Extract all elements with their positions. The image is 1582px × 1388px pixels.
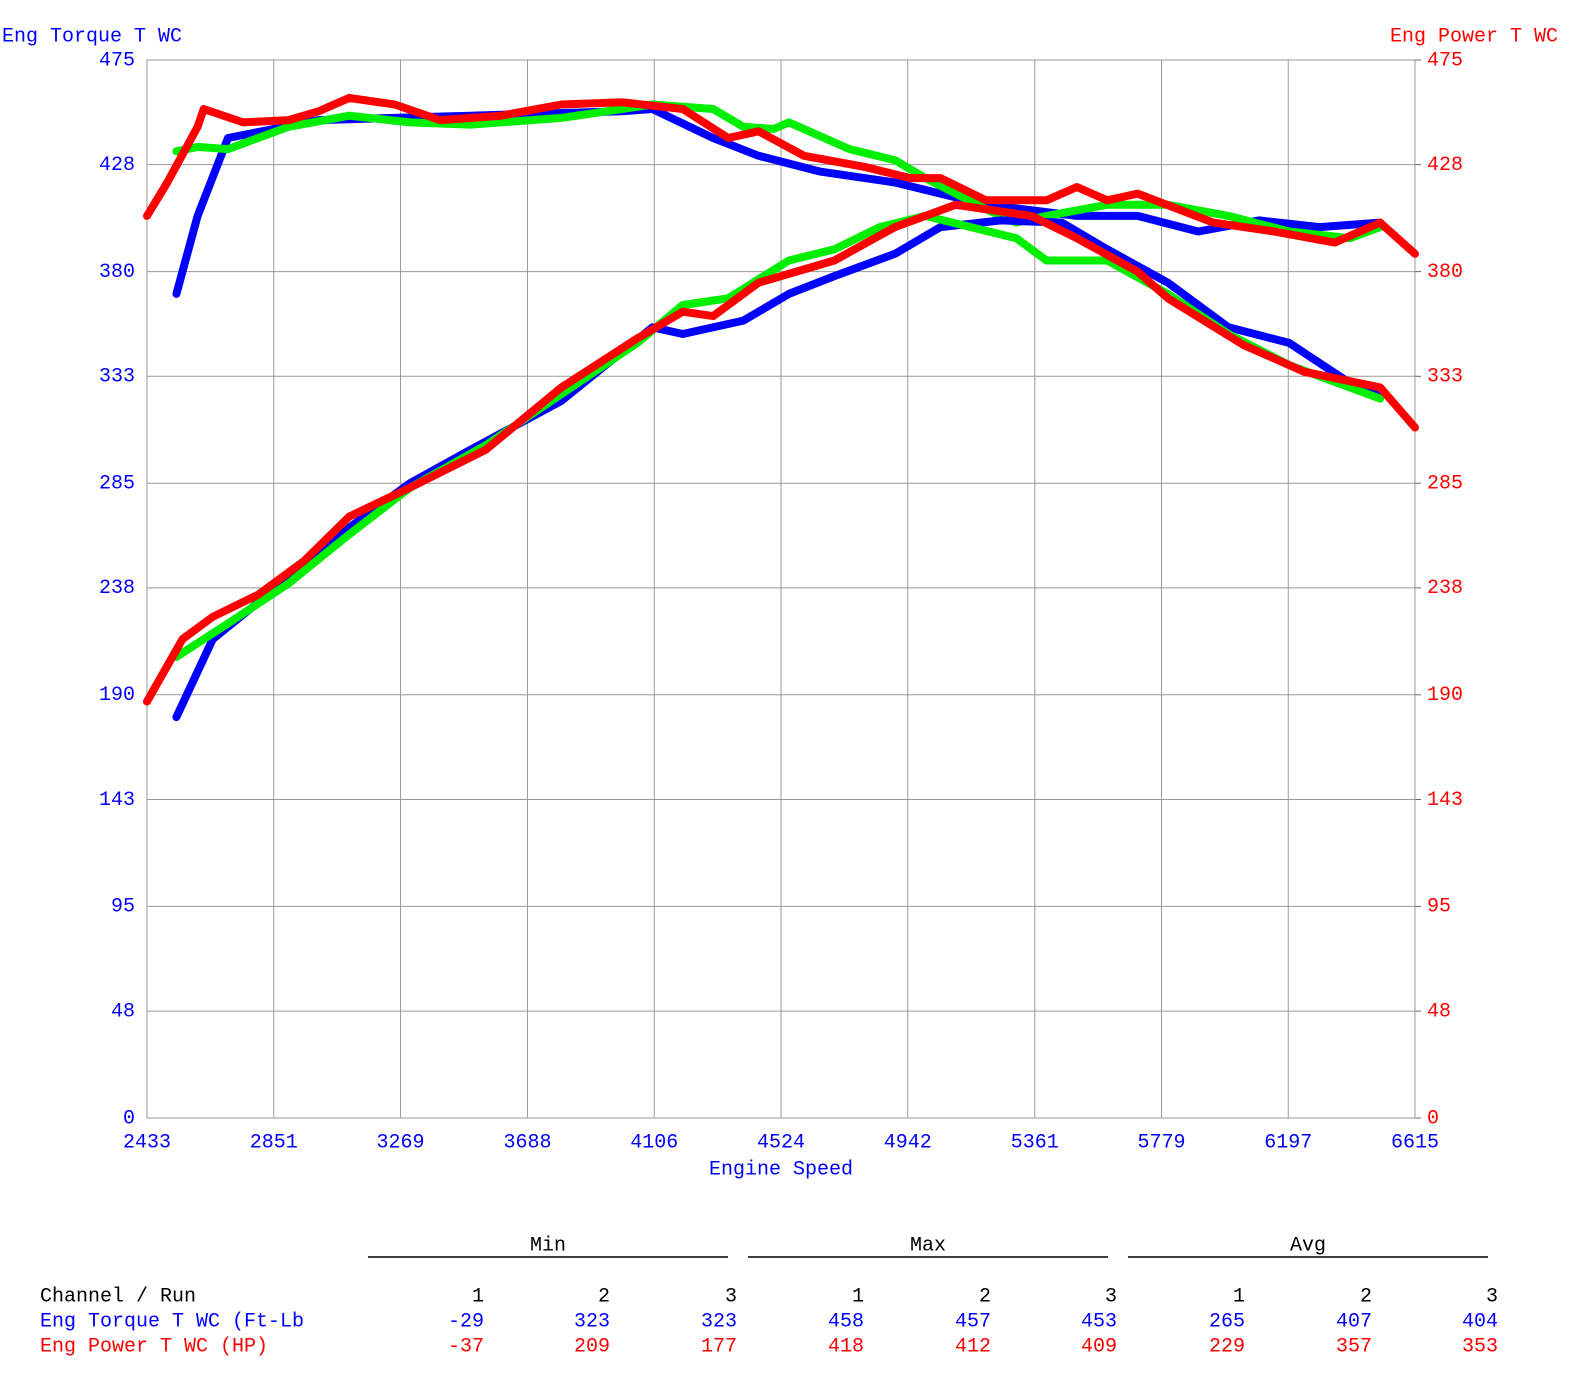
- cell: 229: [1209, 1335, 1245, 1358]
- cell: 265: [1209, 1310, 1245, 1333]
- run-header: 2: [1360, 1285, 1372, 1308]
- y2-tick-label: 0: [1427, 1107, 1439, 1130]
- y-axis-label: Eng Torque T WC: [2, 25, 182, 48]
- row-name: Eng Torque T WC (Ft-Lb: [40, 1310, 304, 1333]
- x-tick-label: 2851: [250, 1131, 298, 1154]
- cell: -37: [448, 1335, 484, 1358]
- x-tick-label: 5779: [1138, 1131, 1186, 1154]
- cell: 409: [1081, 1335, 1117, 1358]
- y2-tick-label: 190: [1427, 684, 1463, 707]
- y2-tick-label: 143: [1427, 789, 1463, 812]
- corner-label: Channel / Run: [40, 1285, 196, 1308]
- cell: -29: [448, 1310, 484, 1333]
- y-tick-label: 190: [99, 684, 135, 707]
- x-tick-label: 3269: [376, 1131, 424, 1154]
- y2-tick-label: 238: [1427, 577, 1463, 600]
- y-tick-label: 143: [99, 789, 135, 812]
- run-header: 3: [1105, 1285, 1117, 1308]
- x-axis-label: Engine Speed: [709, 1158, 853, 1181]
- cell: 418: [828, 1335, 864, 1358]
- y-tick-label: 238: [99, 577, 135, 600]
- series-line: [143, 93, 1419, 258]
- run-header: 2: [979, 1285, 991, 1308]
- x-tick-label: 4524: [757, 1131, 805, 1154]
- y-tick-label: 475: [99, 49, 135, 72]
- x-tick-label: 4942: [884, 1131, 932, 1154]
- run-header: 1: [472, 1285, 484, 1308]
- y2-tick-label: 48: [1427, 1000, 1451, 1023]
- run-header: 2: [598, 1285, 610, 1308]
- y-tick-label: 428: [99, 154, 135, 177]
- cell: 407: [1336, 1310, 1372, 1333]
- series-line: [172, 216, 1385, 722]
- y2-axis-label: Eng Power T WC: [1390, 25, 1558, 48]
- y2-tick-label: 428: [1427, 154, 1463, 177]
- y2-tick-label: 380: [1427, 261, 1463, 284]
- y-tick-label: 0: [123, 1107, 135, 1130]
- group-header: Avg: [1290, 1234, 1326, 1257]
- cell: 357: [1336, 1335, 1372, 1358]
- y2-tick-label: 333: [1427, 366, 1463, 389]
- y2-tick-label: 285: [1427, 472, 1463, 495]
- run-header: 3: [725, 1285, 737, 1308]
- row-name: Eng Power T WC (HP): [40, 1335, 268, 1358]
- group-header: Max: [910, 1234, 946, 1257]
- y-tick-label: 95: [111, 896, 135, 919]
- x-tick-label: 5361: [1011, 1131, 1059, 1154]
- run-header: 3: [1486, 1285, 1498, 1308]
- series-line: [172, 211, 1385, 661]
- y-tick-label: 48: [111, 1000, 135, 1023]
- cell: 323: [701, 1310, 737, 1333]
- x-tick-label: 6197: [1264, 1131, 1312, 1154]
- y2-tick-label: 475: [1427, 49, 1463, 72]
- cell: 353: [1462, 1335, 1498, 1358]
- cell: 323: [574, 1310, 610, 1333]
- cell: 412: [955, 1335, 991, 1358]
- series-line: [143, 200, 1419, 706]
- y-tick-label: 333: [99, 366, 135, 389]
- cell: 458: [828, 1310, 864, 1333]
- run-header: 1: [852, 1285, 864, 1308]
- x-tick-label: 6615: [1391, 1131, 1439, 1154]
- group-header: Min: [530, 1234, 566, 1257]
- x-tick-label: 2433: [123, 1131, 171, 1154]
- x-tick-label: 3688: [504, 1131, 552, 1154]
- cell: 209: [574, 1335, 610, 1358]
- y-tick-label: 285: [99, 472, 135, 495]
- cell: 177: [701, 1335, 737, 1358]
- y2-tick-label: 95: [1427, 896, 1451, 919]
- cell: 457: [955, 1310, 991, 1333]
- run-header: 1: [1233, 1285, 1245, 1308]
- y-tick-label: 380: [99, 261, 135, 284]
- cell: 404: [1462, 1310, 1498, 1333]
- cell: 453: [1081, 1310, 1117, 1333]
- x-tick-label: 4106: [630, 1131, 678, 1154]
